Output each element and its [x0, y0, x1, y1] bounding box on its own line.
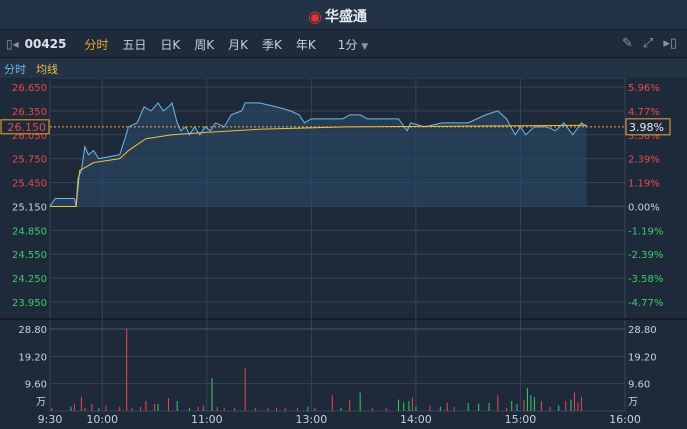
interval-select[interactable]: 1分 ▼	[338, 36, 368, 53]
time-tick-label: 9:30	[38, 413, 63, 426]
plot-frame	[49, 78, 626, 412]
current-pct-box	[625, 118, 671, 136]
toolbar: ▯◂ 00425 分时 五日 日K 周K 月K 季K 年K 1分 ▼	[0, 31, 687, 58]
chevron-down-icon: ▼	[361, 41, 369, 52]
volume-unit-label: 万	[36, 397, 46, 408]
volume-tick-label-right: 28.80	[628, 325, 657, 336]
pct-tick-label: -1.19%	[628, 226, 663, 237]
brand-logo: ◉ 华盛通	[308, 6, 367, 26]
pct-tick-label: 2.39%	[628, 155, 660, 166]
pct-tick-label: 3.58%	[628, 131, 660, 142]
price-tick-label: 24.850	[12, 226, 47, 237]
volume-tick-label-right: 9.60	[628, 380, 650, 391]
price-tick-label: 26.650	[12, 83, 47, 94]
pct-tick-label: -4.77%	[628, 298, 663, 309]
tab-daily-k[interactable]: 日K	[160, 37, 181, 52]
current-price-box	[0, 119, 50, 135]
pencil-icon[interactable]: ✎	[622, 36, 633, 51]
price-tick-label: 24.250	[12, 274, 47, 285]
price-tick-label: 25.150	[12, 202, 47, 213]
legend-price: 分时	[4, 62, 26, 76]
volume-tick-label: 9.60	[25, 380, 47, 391]
chart-legend: 分时 均线	[0, 59, 687, 78]
time-tick-label: 11:00	[191, 413, 223, 426]
tab-yearly-k[interactable]: 年K	[295, 37, 316, 52]
price-tick-label: 25.450	[12, 179, 47, 190]
logo-icon: ◉	[308, 6, 322, 26]
price-tick-label: 23.950	[12, 298, 47, 309]
price-line	[49, 101, 587, 207]
pct-tick-label: 1.19%	[628, 179, 660, 190]
time-tick-label: 10:00	[86, 413, 118, 426]
volume-tick-label-right: 19.20	[628, 352, 657, 363]
volume-unit-label-right: 万	[628, 397, 638, 408]
fullscreen-icon[interactable]: ⤢	[642, 36, 654, 51]
price-tick-label: 26.050	[12, 131, 47, 142]
price-area	[50, 102, 587, 207]
interval-value: 1分	[337, 37, 358, 52]
intraday-chart: 26.650 5.96% 26.350 4.77% 26.050 3.58% 25.750 2…	[0, 78, 687, 426]
legend-average: 均线	[36, 62, 58, 76]
tab-monthly-k[interactable]: 月K	[228, 37, 249, 52]
price-tick-label: 26.350	[12, 107, 47, 118]
app-header: ◉ 华盛通	[0, 0, 687, 30]
stock-code: 00425	[24, 37, 67, 51]
pct-tick-label: 0.00%	[628, 202, 660, 213]
price-tick-label: 25.750	[12, 155, 47, 166]
current-pct-label: 3.98%	[629, 121, 664, 134]
tab-intraday[interactable]: 分时	[84, 37, 109, 52]
volume-tick-label: 19.20	[18, 352, 47, 363]
time-tick-label: 14:00	[400, 413, 432, 426]
time-tick-label: 15:00	[505, 413, 537, 426]
current-price-label: 26.150	[8, 121, 47, 134]
pct-tick-label: 4.77%	[628, 107, 660, 118]
pct-tick-label: -3.58%	[628, 274, 663, 285]
chart-tools: ✎ ⤢ ▸▯	[622, 36, 677, 51]
tab-five-day[interactable]: 五日	[122, 37, 147, 52]
tab-weekly-k[interactable]: 周K	[194, 37, 215, 52]
brand-name: 华盛通	[324, 9, 367, 25]
pct-tick-label: -2.39%	[628, 250, 663, 261]
time-tick-label: 16:00	[609, 413, 641, 426]
expand-right-icon[interactable]: ▸▯	[663, 36, 677, 51]
volume-tick-label: 28.80	[18, 325, 47, 336]
price-tick-label: 24.550	[12, 250, 47, 261]
pct-tick-label: 5.96%	[628, 83, 660, 94]
collapse-left-icon[interactable]: ▯◂	[6, 37, 19, 51]
tab-quarterly-k[interactable]: 季K	[262, 37, 282, 52]
time-tick-label: 13:00	[296, 413, 328, 426]
